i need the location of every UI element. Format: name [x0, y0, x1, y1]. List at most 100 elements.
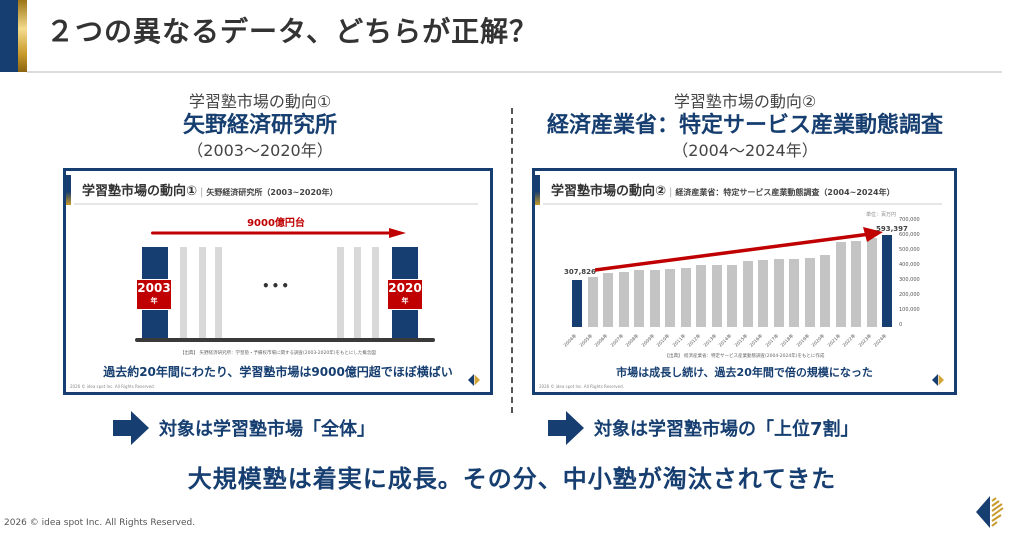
year-suffix: 年	[401, 297, 409, 305]
bar-placeholder	[354, 247, 361, 340]
y-tick: 500,000	[899, 247, 920, 253]
company-logo-icon	[932, 374, 944, 386]
arrow-label: 9000億円台	[247, 218, 305, 229]
year-suffix: 年	[150, 297, 158, 305]
header-divider	[27, 71, 1002, 73]
x-tick: 2012年	[687, 333, 703, 349]
end-year-tag: 2020 年	[387, 279, 423, 310]
page-title: ２つの異なるデータ、どちらが正解？	[46, 15, 539, 48]
right-takeaway-text: 対象は学習塾市場の「上位7割」	[594, 419, 859, 440]
left-card-caption: 過去約20年間にわたり、学習塾市場は9000億円超でほぼ横ばい	[103, 365, 453, 379]
bar	[696, 264, 706, 327]
y-tick: 400,000	[899, 262, 920, 268]
y-tick: 100,000	[899, 307, 920, 313]
x-tick: 2021年	[826, 333, 842, 349]
bar	[711, 264, 722, 327]
left-column-subtitle: 学習塾市場の動向①	[188, 92, 332, 111]
bar-chart	[572, 219, 897, 327]
right-column-heading: 学習塾市場の動向② 経済産業省：特定サービス産業動態調査 （2004～2024年…	[520, 92, 970, 162]
bar-placeholder	[337, 247, 344, 340]
right-card-copyright: 2026 © idea spot Inc. All Rights Reserve…	[539, 384, 624, 389]
bar	[587, 277, 598, 327]
x-tick: 2019年	[795, 333, 811, 349]
right-column-source: 経済産業省：特定サービス産業動態調査	[546, 113, 943, 138]
right-card-subtitle: 経済産業省：特定サービス産業動態調査（2004~2024年）	[675, 188, 895, 197]
left-card-title: 学習塾市場の動向①	[82, 184, 198, 199]
chart-unit-label: 単位：百万円	[865, 212, 896, 218]
x-tick: 2010年	[656, 333, 672, 349]
left-card-title-bar: 学習塾市場の動向① | 矢野経済研究所（2003~2020年）	[66, 175, 478, 205]
x-tick: 2007年	[609, 333, 625, 349]
right-arrow-icon	[548, 411, 584, 445]
y-tick: 300,000	[899, 277, 920, 283]
x-tick: 2006年	[594, 333, 610, 349]
right-takeaway: 対象は学習塾市場の「上位7割」	[548, 411, 859, 445]
right-card-title: 学習塾市場の動向②	[551, 184, 667, 199]
x-tick: 2020年	[811, 333, 827, 349]
bar	[727, 264, 737, 327]
bar-placeholder	[180, 247, 187, 340]
end-year: 2020	[388, 281, 422, 295]
bar-placeholder	[215, 247, 222, 340]
x-tick: 2024年	[873, 333, 889, 349]
bar	[742, 260, 753, 327]
conclusion-text: 大規模塾は着実に成長。その分、中小塾が淘汰されてきた	[187, 465, 837, 493]
bar	[835, 242, 846, 327]
x-tick: 2004年	[563, 333, 579, 349]
left-card-source: 【出典】 矢野経済研究所：学習塾・予備校市場に関する調査(2003-2020年)…	[180, 351, 376, 356]
left-column-heading: 学習塾市場の動向① 矢野経済研究所 （2003～2020年）	[130, 92, 390, 162]
bar	[758, 260, 768, 327]
trend-arrow-icon	[151, 228, 406, 238]
left-takeaway: 対象は学習塾市場「全体」	[113, 411, 375, 445]
footer-copyright: 2026 © idea spot Inc. All Rights Reserve…	[4, 518, 196, 528]
x-tick: 2011年	[671, 333, 687, 349]
start-year: 2003	[137, 281, 171, 295]
x-tick: 2022年	[842, 333, 858, 349]
bar	[618, 272, 629, 327]
chart-baseline	[135, 338, 435, 342]
y-axis: 700,000 600,000 500,000 400,000 300,000 …	[899, 217, 939, 328]
y-tick: 200,000	[899, 292, 920, 298]
company-logo-icon	[976, 496, 1006, 528]
bar	[680, 268, 691, 327]
x-tick: 2005年	[578, 333, 594, 349]
bar	[866, 237, 877, 327]
bar	[572, 279, 582, 327]
bar	[820, 254, 830, 327]
column-divider	[511, 108, 513, 413]
left-column-years: （2003～2020年）	[187, 141, 333, 160]
right-card-source: 【出典】 経済産業省：特定サービス産業動態調査(2004-2024年)をもとに作…	[664, 354, 825, 359]
ellipsis: •••	[262, 279, 292, 293]
right-card-caption: 市場は成長し続け、過去20年間で倍の規模になった	[616, 366, 873, 379]
bar	[649, 270, 660, 327]
y-tick: 0	[899, 322, 903, 328]
bar	[851, 241, 861, 327]
x-tick: 2008年	[625, 333, 641, 349]
header-accent-navy	[0, 0, 18, 72]
bar	[603, 273, 613, 327]
bar	[634, 270, 644, 327]
x-tick: 2015年	[733, 333, 749, 349]
start-year-tag: 2003 年	[136, 279, 172, 310]
x-tick: 2017年	[764, 333, 780, 349]
x-tick: 2016年	[749, 333, 765, 349]
end-value-label: 593,397	[876, 225, 908, 233]
left-card-subtitle: 矢野経済研究所（2003~2020年）	[206, 188, 338, 197]
bar-placeholder	[199, 247, 206, 340]
x-tick: 2023年	[857, 333, 873, 349]
x-tick: 2013年	[702, 333, 718, 349]
bar	[789, 258, 799, 327]
bar	[804, 258, 815, 327]
left-slide-card: 学習塾市場の動向① | 矢野経済研究所（2003~2020年） 9000億円台 20…	[63, 168, 493, 395]
right-arrow-icon	[113, 411, 149, 445]
title-separator: |	[200, 187, 204, 198]
header-accent-gold	[18, 0, 27, 72]
right-card-title-bar: 学習塾市場の動向② | 経済産業省：特定サービス産業動態調査（2004~2024年）	[535, 175, 942, 205]
y-tick: 600,000	[899, 232, 920, 238]
right-column-subtitle: 学習塾市場の動向②	[673, 92, 817, 111]
y-tick: 700,000	[899, 217, 920, 223]
company-logo-icon	[468, 374, 480, 386]
x-tick: 2014年	[718, 333, 734, 349]
right-column-years: （2004～2024年）	[672, 141, 818, 160]
left-column-source: 矢野経済研究所	[182, 113, 337, 138]
